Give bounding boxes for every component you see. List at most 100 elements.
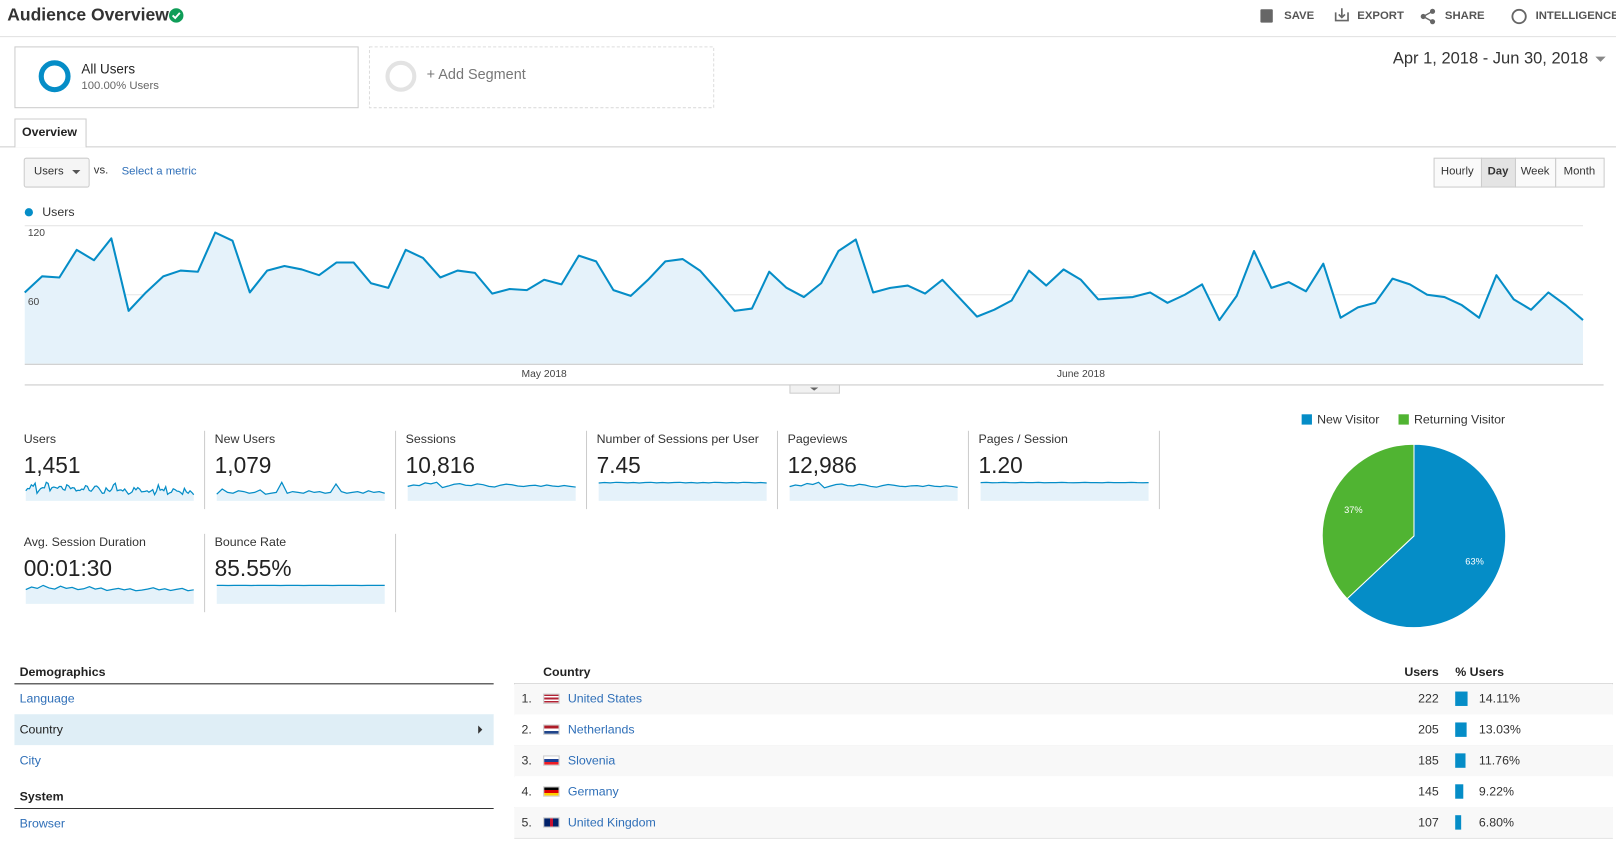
nav-selected <box>14 714 494 746</box>
page-title: Audience Overview <box>7 4 169 25</box>
sparkline-area <box>789 482 958 501</box>
row-share: 9.22% <box>1478 784 1514 799</box>
add-segment[interactable]: + Add Segment <box>426 65 526 83</box>
header-action[interactable]: EXPORT <box>1357 9 1404 23</box>
granularity-label[interactable]: Hourly <box>1440 165 1474 178</box>
share-icon <box>1420 8 1436 25</box>
row-rank: 4. <box>521 784 532 799</box>
nav-item[interactable]: Country <box>19 722 63 737</box>
nav-item[interactable]: Language <box>19 691 75 706</box>
share-bar <box>1455 784 1464 799</box>
legend-dot <box>24 208 33 217</box>
share-bar <box>1455 815 1462 830</box>
metric-value: 00:01:30 <box>23 555 112 582</box>
country-link[interactable]: Slovenia <box>567 753 616 768</box>
metric-label: Sessions <box>405 431 456 447</box>
table-row <box>514 806 1613 838</box>
export-icon <box>1334 8 1349 22</box>
metric-label: Avg. Session Duration <box>23 534 146 550</box>
legend-swatch <box>1398 414 1409 425</box>
table-header: Country <box>543 664 591 679</box>
sparkline-area <box>25 585 194 604</box>
metric-value: 1,451 <box>23 452 81 478</box>
date-arrow[interactable] <box>1595 56 1606 62</box>
sparkline-area <box>216 482 385 501</box>
legend-label: Returning Visitor <box>1413 412 1506 427</box>
country-flag <box>543 724 560 735</box>
nav-heading: System <box>19 789 64 804</box>
granularity-button[interactable] <box>1480 157 1517 188</box>
row-users: 107 <box>1418 815 1439 830</box>
line-series <box>24 231 1584 322</box>
metric-dropdown[interactable] <box>23 157 90 188</box>
granularity-button[interactable] <box>1514 157 1557 188</box>
header-action[interactable]: SAVE <box>1284 9 1315 23</box>
granularity-label[interactable]: Month <box>1563 165 1596 178</box>
granularity-label[interactable]: Day <box>1487 165 1509 178</box>
metric-select[interactable]: Users <box>34 165 64 178</box>
verified-icon <box>169 8 184 23</box>
add-segment-card[interactable] <box>368 46 715 109</box>
metric-label: Number of Sessions per User <box>596 431 759 447</box>
row-users: 205 <box>1418 722 1439 737</box>
nav-heading: Demographics <box>19 664 106 679</box>
sparkline-area <box>407 482 576 501</box>
row-rank: 3. <box>521 753 532 768</box>
metric-value: 7.45 <box>596 452 641 478</box>
share-bar <box>1455 722 1467 737</box>
dropdown-arrow <box>72 170 81 175</box>
nav-item[interactable]: City <box>19 753 41 768</box>
share-bar <box>1455 691 1468 706</box>
granularity-button[interactable] <box>1433 157 1483 188</box>
row-users: 145 <box>1418 784 1439 799</box>
legend-label: New Visitor <box>1317 412 1380 427</box>
row-users: 185 <box>1418 753 1439 768</box>
row-share: 14.11% <box>1478 691 1520 706</box>
compare-metric[interactable]: Select a metric <box>121 165 197 178</box>
header-action[interactable]: SHARE <box>1444 9 1485 23</box>
metric-label: Pageviews <box>787 431 848 447</box>
verified-check <box>171 12 181 20</box>
metric-value: 12,986 <box>787 452 857 478</box>
row-rank: 1. <box>521 691 532 706</box>
x-tick-label: May 2018 <box>521 368 567 381</box>
table-row <box>514 714 1613 746</box>
legend-swatch <box>1301 414 1312 425</box>
segment-name: All Users <box>81 61 136 77</box>
table-header: % Users <box>1455 664 1505 679</box>
metric-value: 85.55% <box>214 555 292 582</box>
x-tick-label: June 2018 <box>1056 368 1105 381</box>
metric-label: Users <box>23 431 57 447</box>
nav-arrow <box>478 725 483 734</box>
sparkline <box>598 481 767 484</box>
sparkline <box>216 480 385 495</box>
sparkline <box>25 584 194 592</box>
granularity-label[interactable]: Week <box>1520 165 1550 178</box>
nav-item[interactable]: Browser <box>19 816 65 831</box>
save-icon <box>1260 9 1273 23</box>
country-link[interactable]: Netherlands <box>567 722 635 737</box>
table-row <box>514 745 1613 777</box>
tab-label[interactable]: Overview <box>21 124 77 139</box>
metric-value: 10,816 <box>405 452 475 478</box>
tab[interactable] <box>14 118 87 148</box>
header-action[interactable]: INTELLIGENCE <box>1535 9 1616 23</box>
line-area <box>24 232 1584 364</box>
metric-label: New Users <box>214 431 276 447</box>
add-segment-ring <box>385 60 417 92</box>
table-row <box>514 776 1613 807</box>
granularity-button[interactable] <box>1555 157 1605 188</box>
sparkline-area <box>216 585 385 604</box>
country-link[interactable]: United States <box>567 691 643 706</box>
country-flag <box>543 786 560 797</box>
sparkline <box>407 481 576 489</box>
date-range[interactable]: Apr 1, 2018 - Jun 30, 2018 <box>1392 49 1589 68</box>
row-users: 222 <box>1418 691 1439 706</box>
pie-slice <box>1321 443 1415 600</box>
country-link[interactable]: Germany <box>567 784 619 799</box>
country-link[interactable]: United Kingdom <box>567 815 656 830</box>
country-flag <box>543 817 560 828</box>
toggle-arrow <box>810 387 819 391</box>
